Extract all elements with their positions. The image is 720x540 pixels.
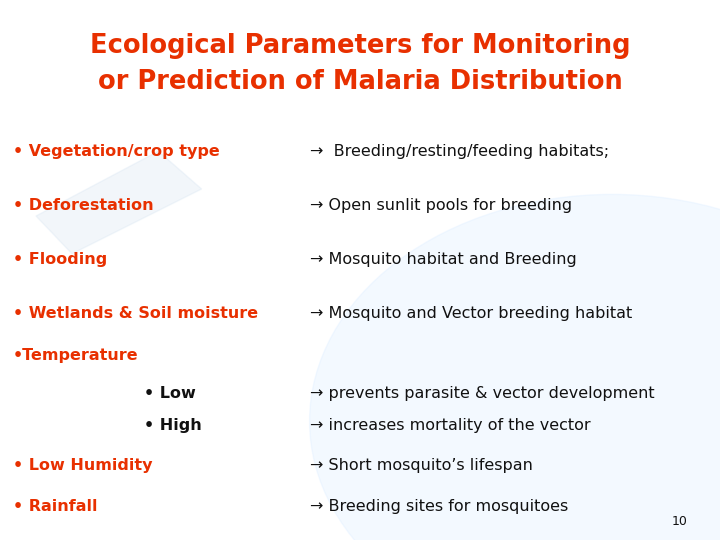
Text: →  Breeding/resting/feeding habitats;: → Breeding/resting/feeding habitats; [310, 144, 608, 159]
Text: Ecological Parameters for Monitoring: Ecological Parameters for Monitoring [90, 33, 630, 59]
Text: • Vegetation/crop type: • Vegetation/crop type [13, 144, 220, 159]
Text: → prevents parasite & vector development: → prevents parasite & vector development [310, 386, 654, 401]
Text: → increases mortality of the vector: → increases mortality of the vector [310, 418, 590, 433]
Text: •Temperature: •Temperature [13, 348, 138, 363]
Text: • Wetlands & Soil moisture: • Wetlands & Soil moisture [13, 306, 258, 321]
Text: or Prediction of Malaria Distribution: or Prediction of Malaria Distribution [98, 69, 622, 95]
Text: • Deforestation: • Deforestation [13, 198, 153, 213]
Text: • Rainfall: • Rainfall [13, 499, 97, 514]
Circle shape [310, 194, 720, 540]
Polygon shape [36, 151, 202, 254]
Text: • Flooding: • Flooding [13, 252, 107, 267]
Text: → Open sunlit pools for breeding: → Open sunlit pools for breeding [310, 198, 572, 213]
Text: → Short mosquito’s lifespan: → Short mosquito’s lifespan [310, 458, 533, 473]
FancyBboxPatch shape [0, 0, 720, 108]
Text: → Breeding sites for mosquitoes: → Breeding sites for mosquitoes [310, 499, 568, 514]
Text: • Low: • Low [144, 386, 196, 401]
Text: 10: 10 [672, 515, 688, 528]
Text: • High: • High [144, 418, 202, 433]
Text: • Low Humidity: • Low Humidity [13, 458, 153, 473]
Text: → Mosquito and Vector breeding habitat: → Mosquito and Vector breeding habitat [310, 306, 632, 321]
Text: → Mosquito habitat and Breeding: → Mosquito habitat and Breeding [310, 252, 576, 267]
